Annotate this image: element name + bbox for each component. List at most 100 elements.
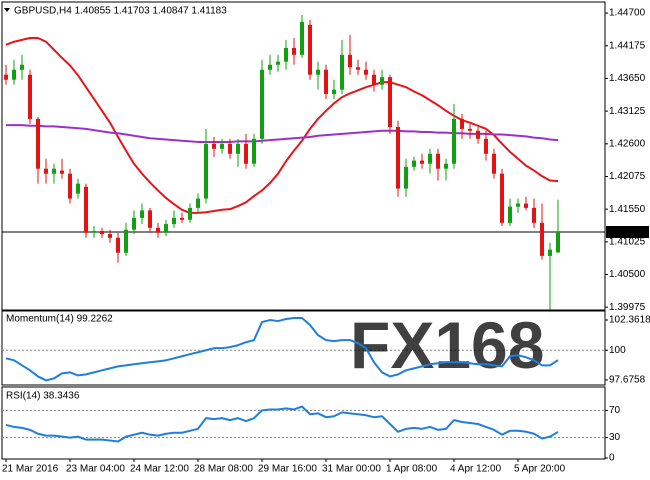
candle-body [84,186,88,233]
candle-body [548,249,552,256]
candle-body [124,229,128,253]
y-tick-label: 70 [609,405,621,416]
candle-body [92,230,96,233]
candle-body [108,234,112,238]
x-tick-label: 29 Mar 16:00 [258,464,317,475]
candle-body [180,217,184,220]
candle-body [284,47,288,62]
panel-title: Momentum(14) 99.2262 [6,314,113,325]
candle-body [444,163,448,169]
candle-body [372,74,376,85]
x-tick-label: 5 Apr 20:00 [514,464,566,475]
y-tick-label: 30 [609,432,621,443]
candle-body [508,206,512,223]
y-tick-label: 1.43125 [609,106,646,117]
candle-body [60,170,64,174]
moving-average [6,124,559,143]
candle-body [492,153,496,174]
candle-body [100,230,104,235]
candle-body [300,21,304,55]
candle-body [252,138,256,164]
candle-body [276,61,280,65]
candle-body [68,173,72,199]
indicator-line [5,405,559,443]
candle-body [172,217,176,225]
candle-body [116,237,120,253]
candle-body [396,127,400,189]
candle-body [452,118,456,164]
candle-body [196,198,200,208]
candle-body [236,143,240,154]
y-tick-label: 1.41025 [609,236,646,247]
y-tick-label: 1.41550 [609,204,646,215]
panel-frame [1,386,606,460]
candle-body [468,128,472,131]
candle-body [132,217,136,230]
candle-body [356,67,360,70]
last-price-box [606,226,649,239]
moving-average [5,36,559,214]
y-tick-label: 102.3618 [609,315,650,326]
candle-body [364,69,368,75]
candle-body [156,227,160,233]
candle-body [204,143,208,199]
x-tick-label: 1 Apr 08:00 [386,464,438,475]
candle-body [476,130,480,139]
candle-body [556,232,560,253]
candle-body [308,24,312,75]
y-tick-label: 97.6758 [609,375,646,386]
candle-body [28,74,32,119]
candle-body [260,69,264,139]
candle-body [220,143,224,149]
candle-body [460,118,464,129]
candle-body [268,64,272,70]
y-tick-label: 1.40500 [609,269,646,280]
candle-body [148,210,152,228]
candle-body [348,54,352,68]
candle-body [316,69,320,75]
candle-body [52,168,56,174]
x-tick-label: 24 Mar 12:00 [130,464,189,475]
candle-body [44,168,48,174]
panel-title: RSI(14) 38.3436 [6,391,80,402]
candle-body [164,224,168,233]
candle-body [524,203,528,208]
y-tick-label: 1.42075 [609,171,646,182]
candle-body [516,203,520,207]
candle-body [4,74,8,80]
y-tick-label: 100 [609,345,626,356]
indicator-line [5,316,559,382]
candle-body [500,173,504,223]
panel-frame [1,1,606,312]
candle-body [244,143,248,164]
candle-body [212,143,216,149]
y-tick-label: 1.39975 [609,302,646,313]
candle-body [380,77,384,85]
y-tick-label: 1.43650 [609,73,646,84]
candle-body [436,153,440,169]
candle-body [340,54,344,90]
candle-body [428,153,432,164]
candle-body [188,207,192,220]
candle-body [484,138,488,154]
candle-body [532,207,536,223]
menu-arrow [4,8,10,12]
candle-body [292,47,296,55]
candle-body [404,166,408,189]
x-tick-label: 21 Mar 2016 [2,464,59,475]
y-tick-label: 1.44700 [609,8,646,19]
candle-body [140,210,144,218]
y-tick-label: 1.42600 [609,138,646,149]
candle-body [420,160,424,164]
y-tick-label: 1.44175 [609,40,646,51]
x-tick-label: 4 Apr 12:00 [450,464,502,475]
x-tick-label: 28 Mar 08:00 [194,464,253,475]
candle-body [332,89,336,95]
panel-title: GBPUSD,H4 1.40855 1.41703 1.40847 1.4118… [14,6,227,17]
watermark: FX168 [350,308,544,382]
candle-body [388,77,392,127]
x-tick-label: 23 Mar 04:00 [66,464,125,475]
candle-body [36,118,40,169]
